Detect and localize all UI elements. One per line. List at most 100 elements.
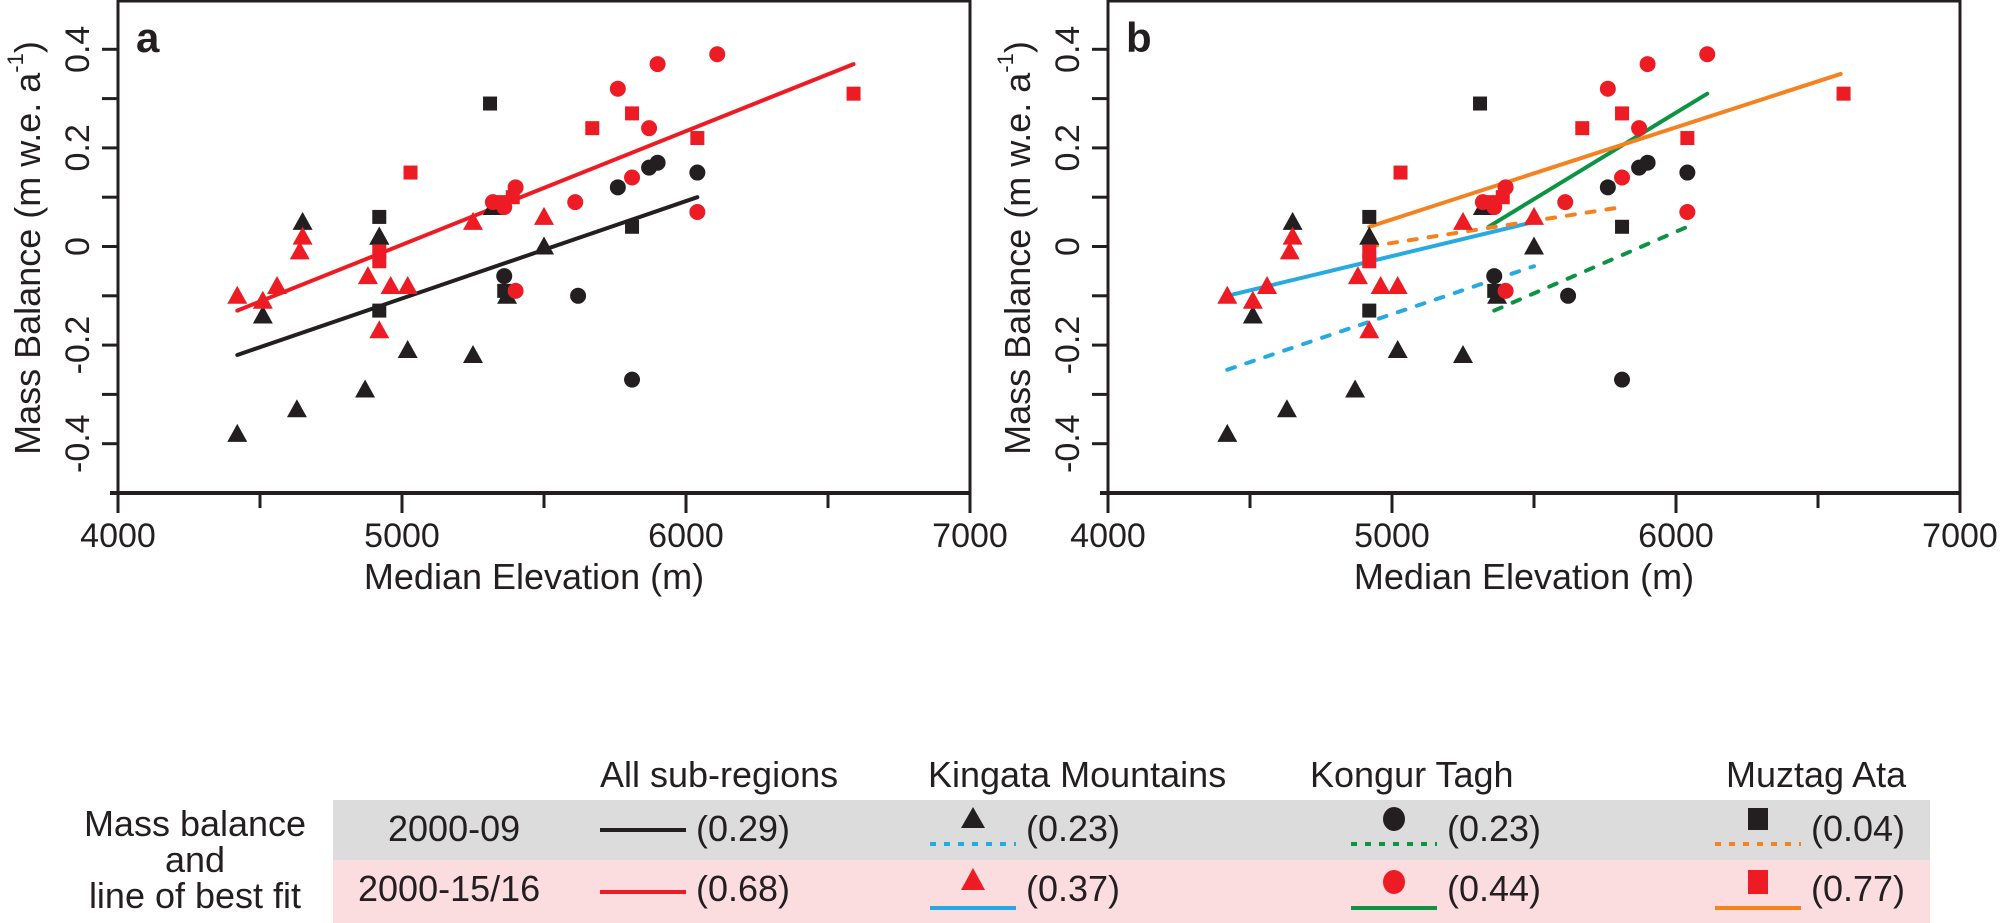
y-axis-title: Mass Balance (m w.e. a-1): [3, 41, 47, 455]
x-axis-title: Median Elevation (m): [1354, 556, 1694, 597]
data-point-square: [372, 303, 387, 318]
legend-table: All sub-regions Kingata Mountains Kongur…: [0, 740, 2000, 923]
data-point-circle: [507, 282, 524, 299]
x-tick-label: 6000: [648, 517, 724, 555]
legend-row-2000-15-16: 2000-15/16 (0.68) (0.37) (0.44) (0.77): [333, 860, 1930, 923]
data-point-circle: [689, 203, 706, 220]
legend-col-muztag: Muztag Ata: [1726, 754, 1907, 795]
y-axis-title: Mass Balance (m w.e. a-1): [993, 41, 1037, 455]
data-point-circle: [1679, 203, 1696, 220]
data-point-circle: [1599, 179, 1616, 196]
y-tick-label: 0.2: [59, 124, 97, 171]
data-point-square: [690, 131, 705, 146]
x-tick-label: 7000: [932, 517, 1008, 555]
panel-b: -0.4 -0.2 0 0.2 0.4 4000 5000 6000 7000 Median El…: [993, 0, 1998, 597]
legend-r2: (0.37): [1026, 868, 1121, 909]
data-point-triangle: [1242, 290, 1263, 309]
data-point-triangle: [369, 226, 390, 245]
legend-side-label: Mass balance and line of best fit: [60, 806, 330, 914]
data-point-circle: [624, 169, 641, 186]
data-point-square: [505, 190, 520, 205]
data-point-square: [1575, 121, 1590, 136]
data-point-triangle: [1282, 226, 1303, 245]
data-point-square: [372, 254, 387, 269]
data-point-triangle: [252, 305, 273, 324]
data-point-triangle: [1524, 206, 1544, 225]
data-point-triangle: [1217, 285, 1238, 304]
x-tick-label: 4000: [80, 517, 156, 555]
data-point-circle: [649, 154, 666, 171]
data-point-circle: [609, 179, 626, 196]
data-point-circle: [1599, 80, 1616, 97]
data-point-square: [403, 165, 418, 180]
fit-line: [1367, 205, 1625, 249]
data-point-triangle: [357, 266, 378, 285]
legend-red-square-orange-solid: [1715, 870, 1801, 910]
figure: -0.4 -0.2 0 0.2 0.4 4000 5000 6000 7000 Median El…: [3, 0, 1998, 597]
data-point-triangle: [397, 275, 418, 294]
legend-black-triangle-blue-dotted: [930, 807, 1016, 846]
data-point-square: [1487, 283, 1502, 298]
data-point-circle: [649, 56, 666, 73]
data-point-square: [1473, 96, 1488, 111]
fit-line: [235, 62, 856, 313]
legend-r2: (0.68): [696, 868, 791, 909]
data-point-square: [1393, 165, 1408, 180]
data-point-circle: [1639, 56, 1656, 73]
data-point-square: [1680, 131, 1695, 146]
data-point-circle: [641, 120, 658, 137]
data-point-triangle: [1257, 275, 1278, 294]
x-axis-title: Median Elevation (m): [364, 556, 704, 597]
data-point-square: [483, 96, 498, 111]
data-point-square: [1615, 106, 1630, 121]
legend-r2: (0.23): [1026, 808, 1121, 849]
data-point-triangle: [1387, 275, 1408, 294]
legend-red-triangle-blue-solid: [930, 868, 1016, 910]
fit-line: [1225, 219, 1536, 298]
data-point-triangle: [1279, 241, 1300, 260]
y-tick-label: -0.2: [59, 316, 97, 375]
data-point-circle: [567, 194, 584, 211]
legend-col-kingata: Kingata Mountains: [928, 754, 1227, 795]
y-tick-label: -0.4: [59, 414, 97, 473]
legend-r2: (0.04): [1811, 808, 1906, 849]
data-point-square: [372, 209, 387, 224]
data-point-triangle: [380, 275, 401, 294]
x-tick-label: 7000: [1922, 517, 1998, 555]
legend-row-2000-09: 2000-09 (0.29) (0.23) (0.23) (0.04): [333, 800, 1930, 860]
data-point-circle: [1631, 120, 1648, 137]
legend-col-kongur: Kongur Tagh: [1310, 754, 1514, 795]
fit-line: [1225, 264, 1536, 372]
data-point-square: [1615, 219, 1630, 234]
data-point-triangle: [1370, 275, 1391, 294]
data-point-triangle: [534, 206, 554, 225]
data-point-square: [1484, 195, 1499, 210]
data-point-triangle: [1453, 211, 1473, 230]
data-point-square: [1362, 254, 1377, 269]
y-tick-label: 0: [1049, 237, 1087, 256]
data-point-triangle: [1282, 211, 1303, 230]
data-point-circle: [689, 164, 706, 181]
data-point-circle: [570, 287, 587, 304]
data-point-triangle: [534, 236, 554, 255]
data-point-circle: [1557, 194, 1574, 211]
y-tick-label: 0.2: [1049, 124, 1087, 171]
x-tick-label: 4000: [1070, 517, 1146, 555]
data-point-triangle: [1345, 379, 1366, 398]
data-point-triangle: [252, 290, 273, 309]
data-point-square: [1362, 303, 1377, 318]
data-point-triangle: [1524, 236, 1544, 255]
data-point-triangle: [1242, 305, 1263, 324]
legend-black-square-orange-dotted: [1715, 808, 1801, 846]
data-point-triangle: [267, 275, 288, 294]
data-point-triangle: [1276, 399, 1297, 418]
legend-side-line: line of best fit: [88, 875, 302, 916]
data-point-square: [625, 219, 640, 234]
data-point-triangle: [463, 211, 483, 230]
data-point-triangle: [397, 340, 418, 359]
x-tick-label: 6000: [1638, 517, 1714, 555]
legend-line-red-solid: [600, 890, 686, 894]
legend-period: 2000-15/16: [358, 868, 541, 909]
data-point-circle: [1639, 154, 1656, 171]
data-point-circle: [1560, 287, 1577, 304]
